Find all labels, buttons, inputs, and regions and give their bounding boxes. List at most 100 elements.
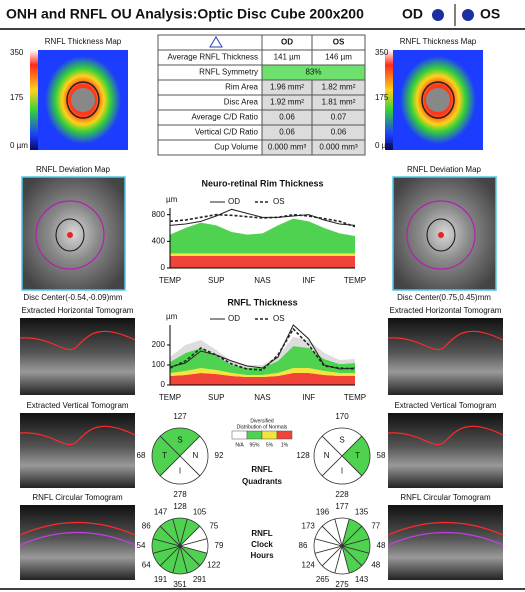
legend-label: 95%: [249, 442, 260, 448]
sector-value: 48: [371, 561, 380, 570]
sector-value: 147: [154, 507, 168, 516]
scan-circle: [406, 200, 476, 270]
disc-outline: [66, 81, 100, 119]
y-tick-label: 200: [152, 340, 166, 349]
sector: [159, 427, 201, 457]
sector-value: 92: [215, 451, 224, 460]
rnfl-line: [387, 531, 504, 546]
row-label: Average RNFL Thickness: [167, 53, 258, 62]
sector-label: N: [193, 451, 199, 460]
sector-value: 48: [377, 541, 386, 550]
cell: 141 µm: [274, 53, 301, 62]
tomogram: [20, 413, 135, 488]
optic-disc: [71, 88, 95, 112]
table-cell: [157, 34, 263, 51]
sector-value: 77: [371, 522, 380, 531]
y-tick-label: 100: [152, 360, 166, 369]
cell: 1.96 mm²: [270, 83, 304, 92]
sector-label: T: [162, 451, 167, 460]
normal-band: [170, 368, 355, 377]
row-label: RNFL Symmetry: [199, 68, 258, 77]
unit-label: µm: [166, 195, 178, 204]
x-tick-label: INF: [302, 276, 315, 285]
x-tick-label: SUP: [208, 276, 224, 285]
table-header: OD: [281, 38, 293, 47]
table-header: OS: [333, 38, 345, 47]
sector-value: 128: [296, 451, 310, 460]
x-tick-label: INF: [302, 393, 315, 402]
legend-swatch: [231, 430, 248, 440]
sector: [321, 518, 343, 548]
x-tick-label: SUP: [208, 393, 224, 402]
row-label: Disc Area: [224, 98, 259, 107]
sector-value: 170: [335, 412, 349, 421]
sector: [321, 427, 363, 457]
sector-value: 75: [209, 522, 218, 531]
normal-band: [170, 253, 355, 256]
label: Disc Center(-0.54,-0.09)mm: [23, 293, 122, 302]
cell: 0.06: [279, 128, 295, 137]
scale-label: 350: [375, 48, 389, 57]
sector-value: 86: [142, 522, 151, 531]
tomogram: [388, 505, 503, 580]
cell: 0.06: [331, 128, 347, 137]
cell: 0.000 mm³: [319, 143, 358, 152]
normal-band: [170, 218, 355, 254]
series-line: [169, 213, 356, 228]
sector: [313, 435, 343, 477]
scale-label: 0 µm: [10, 141, 28, 150]
row-label: Vertical C/D Ratio: [195, 128, 259, 137]
x-tick-label: TEMP: [159, 276, 181, 285]
label: Extracted Horizontal Tomogram: [390, 306, 502, 315]
legend-label: OD: [228, 197, 240, 206]
sector-value: 275: [335, 580, 349, 589]
eye-dot: [462, 9, 474, 21]
cell: 0.000 mm³: [268, 143, 307, 152]
label: RNFL Circular Tomogram: [400, 493, 491, 502]
tomogram: [388, 413, 503, 488]
sector-value: 58: [377, 451, 386, 460]
sector-label: S: [339, 436, 344, 445]
normal-band: [170, 256, 355, 268]
cup: [67, 232, 73, 238]
cell: 0.07: [331, 113, 347, 122]
legend-label: N/A: [235, 442, 244, 448]
sector-label: I: [179, 467, 181, 476]
table-cell: [311, 139, 366, 156]
diagram-title: RNFL: [251, 529, 272, 538]
sector: [179, 435, 209, 477]
y-tick-label: 0: [161, 380, 166, 389]
sector-value: 177: [335, 502, 349, 511]
scale-label: 175: [10, 93, 24, 102]
legend-swatch: [261, 430, 278, 440]
diagram-title: RNFL: [251, 465, 272, 474]
legend-label: OS: [273, 314, 285, 323]
deviation-map: [21, 176, 126, 291]
diagram-title: Hours: [250, 551, 274, 560]
legend-title: Distribution of Normals: [237, 424, 288, 430]
sector: [321, 455, 363, 485]
label: Extracted Vertical Tomogram: [394, 401, 496, 410]
sector-value: 351: [173, 580, 187, 589]
sector-value: 122: [207, 561, 221, 570]
diagram-title: Quadrants: [242, 477, 283, 486]
warning-icon: [209, 36, 223, 48]
y-tick-label: 0: [161, 263, 166, 272]
cup: [438, 232, 444, 238]
sector-value: 265: [316, 575, 330, 584]
sector-value: 196: [316, 507, 330, 516]
disc-outline: [426, 218, 456, 252]
disc-outline: [55, 218, 85, 252]
sector-label: T: [355, 451, 360, 460]
scale-label: 0 µm: [375, 141, 393, 150]
legend-swatch: [246, 430, 263, 440]
chart-title: RNFL Thickness: [227, 297, 297, 307]
diagram-title: Clock: [251, 540, 273, 549]
sector-value: 79: [215, 541, 224, 550]
chart-title: Neuro-retinal Rim Thickness: [201, 178, 323, 188]
row-label: Rim Area: [225, 83, 258, 92]
sector-value: 278: [173, 490, 187, 499]
ilm-line: [387, 521, 504, 536]
tomogram: [20, 505, 135, 580]
x-tick-label: NAS: [254, 276, 270, 285]
